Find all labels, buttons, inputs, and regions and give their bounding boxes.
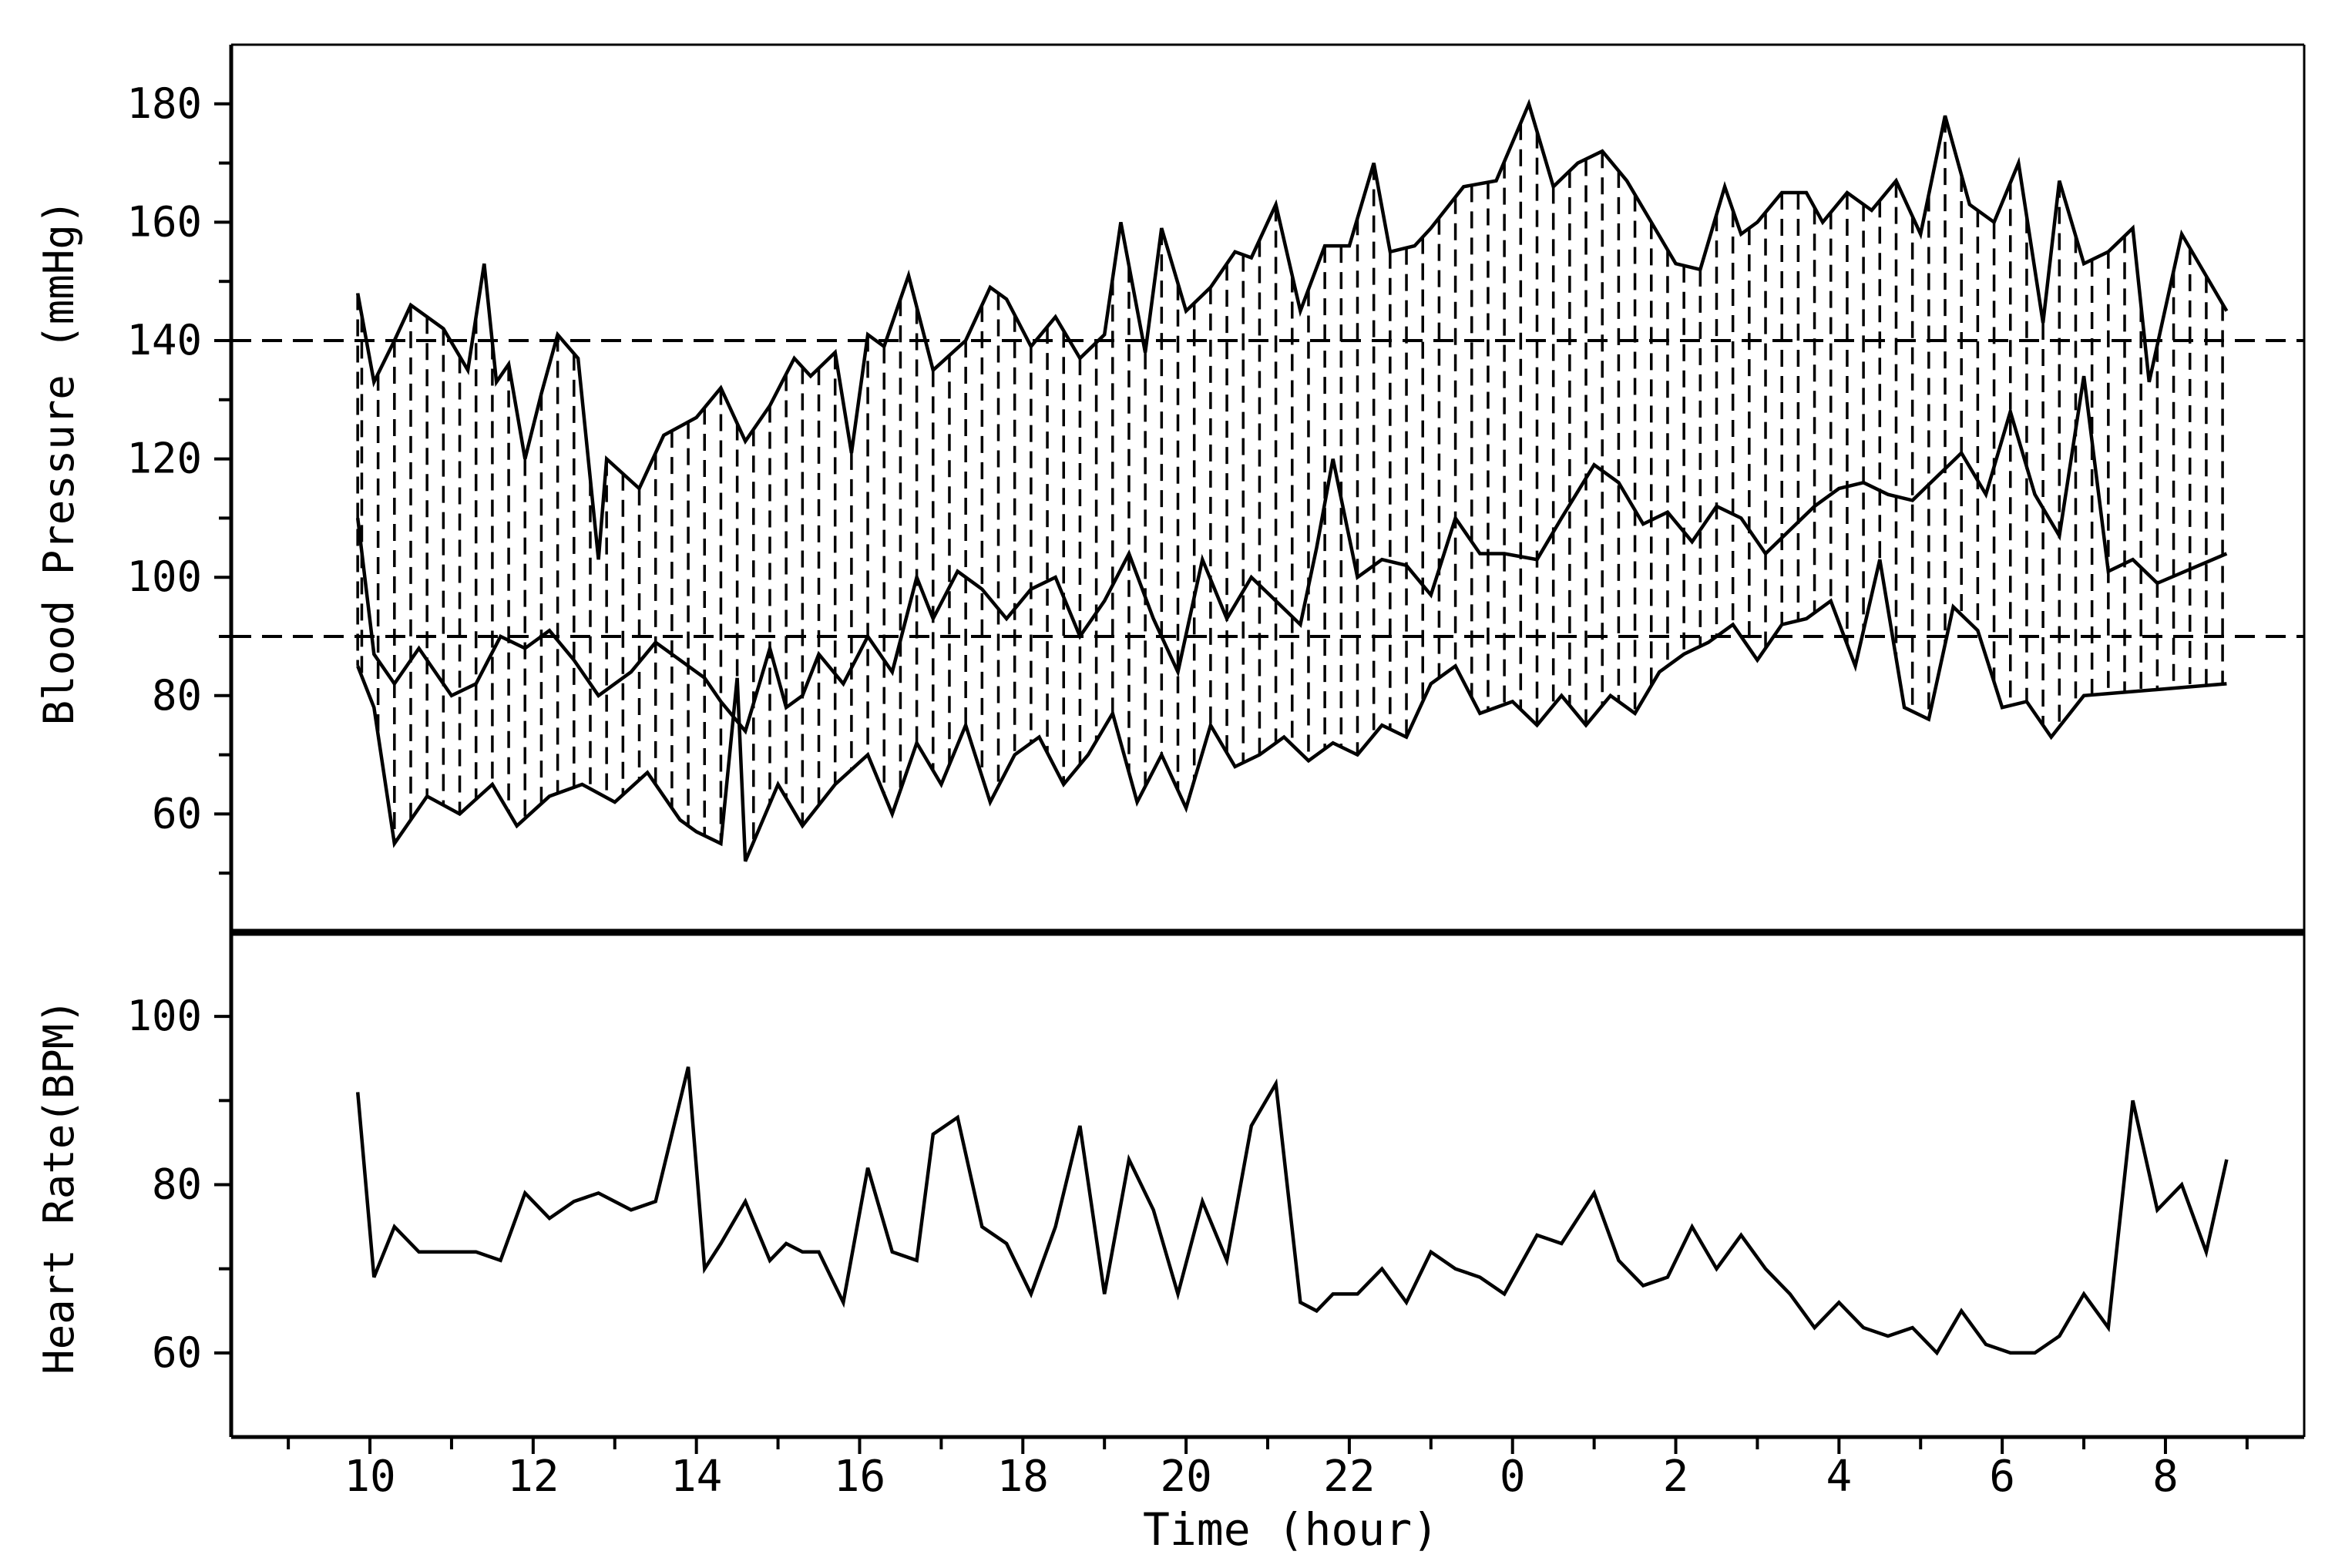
hr-tick-label: 100 (126, 992, 202, 1040)
bp-tick-label: 160 (126, 197, 202, 246)
bp-tick-label: 180 (126, 79, 202, 128)
x-tick-label: 20 (1160, 1452, 1211, 1502)
bp-series-mean (355, 375, 2228, 735)
hr-plot: 60 80 100 (126, 992, 2229, 1377)
bp-series-diastolic (356, 559, 2227, 862)
x-tick-label: 6 (1989, 1452, 2015, 1502)
hr-ylabel: Heart Rate(BPM) (35, 999, 83, 1375)
x-axis-title: Time (hour) (1143, 1503, 1439, 1556)
hr-tick-label: 80 (152, 1160, 202, 1209)
x-tick-label: 4 (1826, 1452, 1852, 1502)
x-tick-label: 18 (997, 1452, 1049, 1502)
x-tick-label: 12 (507, 1452, 559, 1502)
bp-ylabel: Blood Pressure (mmHg) (35, 200, 83, 726)
hr-series-line (355, 1066, 2229, 1356)
hr-tick-label: 60 (152, 1328, 202, 1377)
bp-tick-label: 100 (126, 552, 202, 601)
bp-plot: 60 80 100 120 140 160 180 (126, 79, 2304, 875)
bp-tick-label: 120 (126, 435, 202, 483)
x-tick-label: 22 (1323, 1452, 1375, 1502)
x-tick-label: 0 (1500, 1452, 1526, 1502)
bp-series-systolic (355, 99, 2229, 560)
bp-tick-label: 80 (152, 671, 202, 720)
x-axis: 10 12 14 16 18 20 22 0 2 4 6 8 (287, 1437, 2249, 1502)
bp-tick-label: 60 (152, 789, 202, 838)
x-tick-label: 10 (344, 1452, 395, 1502)
x-tick-label: 8 (2152, 1452, 2179, 1502)
x-tick-label: 2 (1663, 1452, 1689, 1502)
bp-tick-label: 140 (126, 316, 202, 364)
x-tick-label: 16 (834, 1452, 885, 1502)
x-tick-label: 14 (670, 1452, 722, 1502)
